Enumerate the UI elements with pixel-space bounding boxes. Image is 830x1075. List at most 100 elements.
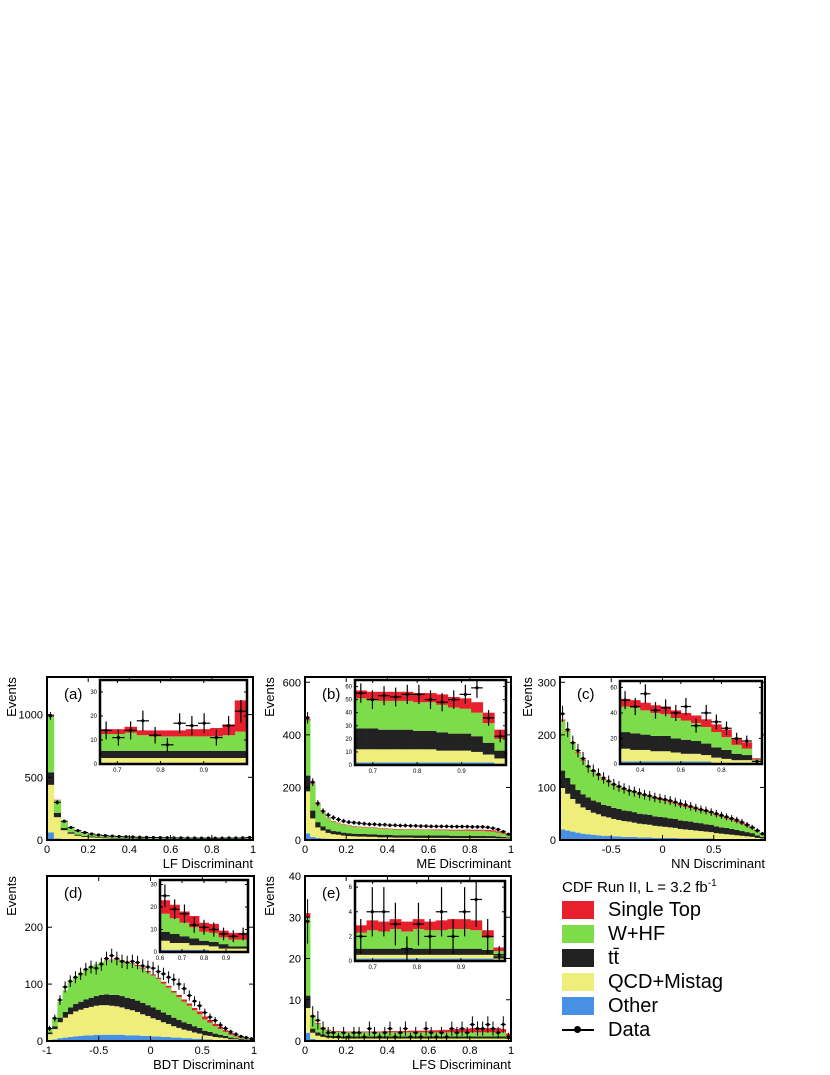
whf-bar bbox=[754, 831, 761, 836]
whf-bar bbox=[424, 702, 437, 731]
x-tick-label: 0.7 bbox=[113, 768, 122, 774]
qcd-bar bbox=[222, 758, 236, 763]
data-point bbox=[321, 809, 325, 813]
qcd-bar bbox=[191, 1032, 198, 1039]
single-top-bar bbox=[438, 829, 445, 831]
ttbar-bar bbox=[662, 817, 668, 827]
qcd-bar bbox=[662, 826, 668, 838]
data-point bbox=[653, 708, 658, 712]
qcd-bar bbox=[101, 838, 110, 840]
ttbar-bar bbox=[186, 1023, 193, 1031]
ttbar-bar bbox=[423, 835, 429, 838]
ttbar-bar bbox=[310, 810, 316, 819]
qcd-bar bbox=[88, 1006, 94, 1036]
whf-bar bbox=[371, 827, 378, 835]
qcd-bar bbox=[320, 1036, 326, 1041]
whf-bar bbox=[212, 1026, 219, 1034]
single-top-bar bbox=[471, 702, 484, 713]
whf-bar bbox=[458, 929, 471, 949]
whf-bar bbox=[351, 826, 357, 834]
whf-bar bbox=[134, 965, 141, 1001]
qcd-bar bbox=[667, 827, 674, 838]
qcd-bar bbox=[53, 817, 62, 839]
whf-bar bbox=[160, 983, 167, 1013]
qcd-bar bbox=[330, 1038, 337, 1041]
single-top-bar bbox=[444, 829, 450, 831]
single-top-bar bbox=[181, 999, 188, 1002]
whf-bar bbox=[310, 784, 316, 811]
data-marker-icon bbox=[562, 1021, 594, 1039]
data-point bbox=[352, 821, 356, 825]
whf-bar bbox=[471, 712, 484, 737]
ttbar-bar bbox=[647, 814, 653, 825]
ttbar-bar bbox=[683, 821, 689, 830]
qcd-bar bbox=[413, 837, 419, 840]
whf-bar bbox=[238, 939, 248, 947]
x-tick-label: 0.2 bbox=[339, 844, 354, 856]
whf-bar bbox=[693, 809, 699, 823]
data-point bbox=[214, 736, 218, 740]
ttbar-bar bbox=[234, 750, 247, 758]
whf-bar bbox=[435, 930, 448, 949]
single-top-bar bbox=[161, 730, 174, 737]
x-tick-label: 0.9 bbox=[457, 965, 466, 971]
qcd-bar bbox=[744, 836, 750, 839]
ttbar-bar bbox=[642, 814, 648, 825]
ttbar-bar bbox=[115, 837, 123, 839]
ttbar-bar bbox=[585, 797, 592, 811]
qcd-bar bbox=[325, 832, 332, 839]
ttbar-bar bbox=[74, 834, 82, 836]
other-bar bbox=[181, 1038, 188, 1041]
whf-bar bbox=[631, 792, 638, 813]
ttbar-bar bbox=[371, 834, 378, 837]
data-point bbox=[714, 720, 718, 724]
inset-frame bbox=[618, 679, 764, 766]
data-point bbox=[316, 801, 320, 805]
x-tick-label: 0.6 bbox=[156, 956, 165, 962]
data-point bbox=[745, 823, 749, 827]
single-top-bar bbox=[418, 829, 424, 831]
ttbar-bar bbox=[93, 996, 100, 1006]
whf-bar bbox=[88, 967, 94, 998]
other-bar bbox=[595, 835, 602, 840]
data-point bbox=[241, 836, 245, 840]
qcd-bar bbox=[449, 838, 455, 840]
single-top-bar bbox=[413, 829, 419, 831]
other-bar bbox=[129, 1035, 136, 1041]
whf-bar bbox=[590, 772, 597, 801]
qcd-bar bbox=[161, 758, 174, 763]
ttbar-bar bbox=[660, 735, 672, 752]
y-tick-label: 100 bbox=[538, 782, 556, 794]
qcd-bar bbox=[198, 758, 211, 763]
other-bar bbox=[355, 762, 367, 765]
qcd-bar bbox=[124, 1009, 131, 1036]
ttbar-bar bbox=[505, 837, 511, 839]
whf-bar bbox=[243, 1039, 250, 1040]
whf-bar bbox=[124, 732, 138, 751]
x-axis-label: LFS Discriminant bbox=[412, 1057, 511, 1072]
single-top-bar bbox=[464, 829, 471, 831]
other-bar bbox=[652, 837, 658, 840]
qcd-bar bbox=[470, 954, 483, 959]
data-point bbox=[388, 1027, 392, 1031]
whf-bar bbox=[560, 720, 566, 771]
whf-bar bbox=[413, 702, 425, 731]
data-point bbox=[125, 960, 129, 965]
qcd-bar bbox=[228, 948, 239, 951]
qcd-bar bbox=[713, 833, 720, 839]
x-tick-label: 0.8 bbox=[156, 768, 165, 774]
whf-bar bbox=[408, 829, 414, 836]
whf-bar bbox=[474, 830, 481, 836]
data-point bbox=[419, 824, 423, 828]
data-point bbox=[724, 815, 729, 819]
y-tick-label: 30 bbox=[90, 690, 97, 696]
data-point bbox=[357, 1031, 361, 1035]
whf-bar bbox=[662, 801, 668, 818]
legend-label: W+HF bbox=[608, 922, 666, 945]
whf-bar bbox=[100, 734, 113, 751]
ttbar-bar bbox=[361, 833, 368, 837]
ttbar-bar bbox=[366, 1036, 373, 1039]
qcd-bar bbox=[438, 837, 445, 840]
single-top-bar bbox=[408, 829, 414, 830]
data-point bbox=[305, 716, 310, 720]
